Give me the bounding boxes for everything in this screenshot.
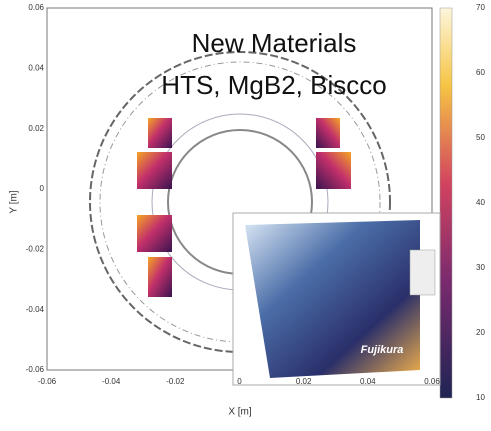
overlay-subtitle: HTS, MgB2, Biscco (161, 70, 386, 100)
x-tick-label: -0.06 (38, 377, 57, 386)
y-tick-label: -0.04 (26, 305, 45, 314)
colorbar (440, 8, 452, 398)
y-tick-label: 0.02 (28, 124, 44, 133)
y-tick-label: 0.06 (28, 3, 44, 12)
x-axis-label: X [m] (228, 407, 252, 418)
colorbar-tick-label: 10 (476, 393, 485, 402)
coil (316, 118, 340, 148)
x-tick-label: -0.04 (102, 377, 121, 386)
colorbar-tick-label: 30 (476, 263, 485, 272)
coil (137, 215, 172, 252)
inset: Fujikura (233, 213, 440, 385)
overlay-title: New Materials (192, 28, 357, 58)
x-tick-label: 0.04 (360, 377, 376, 386)
colorbar-tick-label: 50 (476, 133, 485, 142)
colorbar-tick-label: 40 (476, 198, 485, 207)
inset-brand: Fujikura (361, 344, 404, 356)
inset-legend (410, 250, 435, 295)
colorbar-tick-label: 60 (476, 68, 485, 77)
coil (148, 257, 172, 297)
coil (137, 152, 172, 189)
y-tick-label: 0.04 (28, 63, 44, 72)
colorbar-tick-label: 20 (476, 328, 485, 337)
x-tick-label: 0.06 (424, 377, 440, 386)
coil (316, 152, 351, 189)
x-tick-label: 0 (237, 377, 242, 386)
coil (148, 118, 172, 148)
y-axis-label: Y [m] (9, 190, 20, 213)
slide: New Materials HTS, MgB2, Biscco Fujikura… (0, 0, 491, 431)
y-tick-label: -0.06 (26, 365, 45, 374)
colorbar-tick-label: 70 (476, 3, 485, 12)
y-tick-label: 0 (40, 184, 45, 193)
y-tick-label: -0.02 (26, 244, 45, 253)
x-tick-label: -0.02 (166, 377, 185, 386)
x-tick-label: 0.02 (296, 377, 312, 386)
